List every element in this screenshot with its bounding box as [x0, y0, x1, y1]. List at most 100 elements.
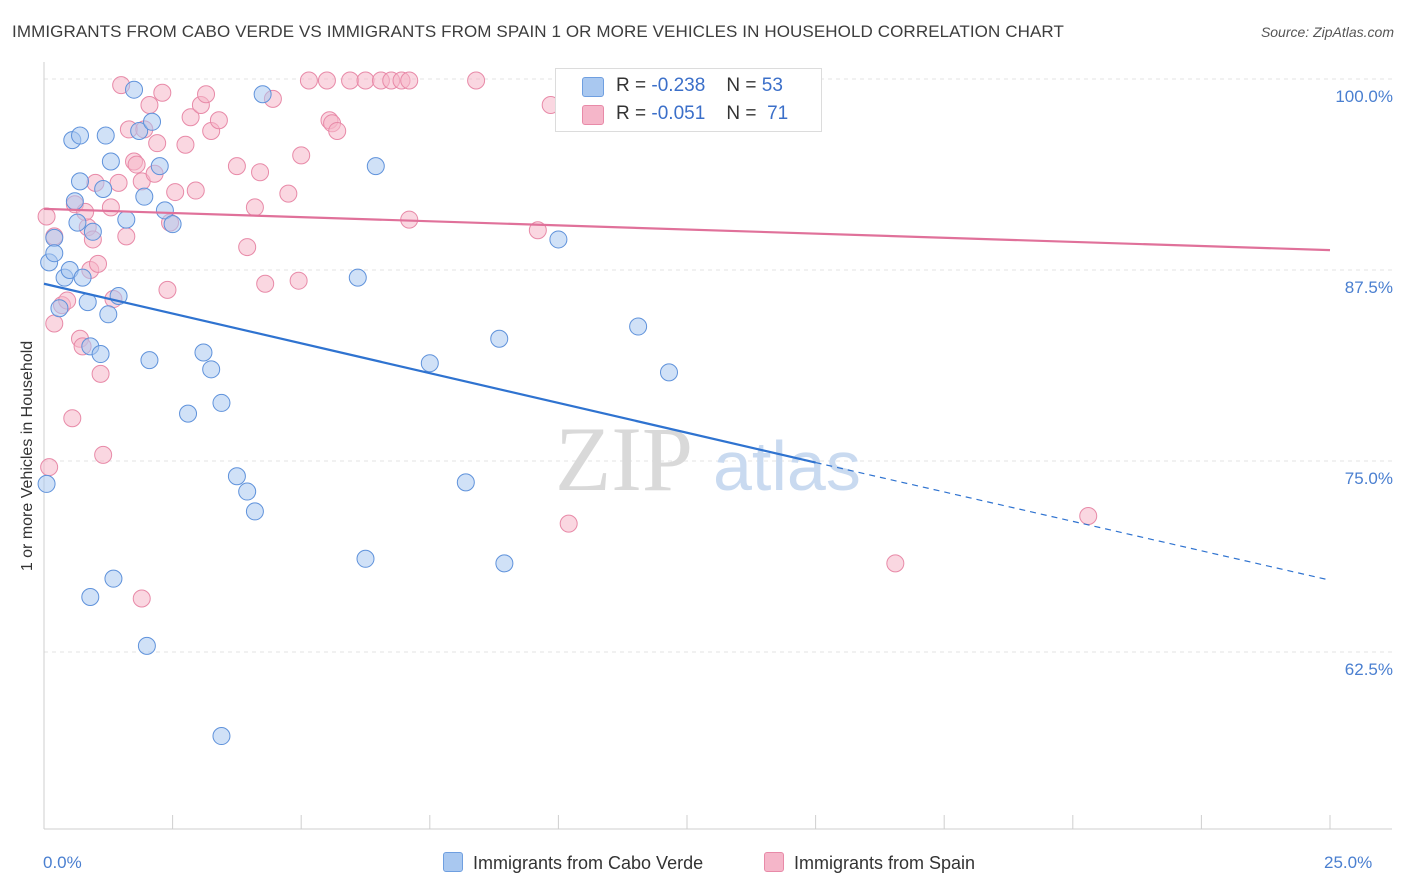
y-tick-label: 87.5% — [1344, 278, 1393, 297]
cabo-verde-point — [238, 482, 257, 501]
cabo-verde-point — [71, 172, 90, 191]
spain-point — [251, 163, 270, 182]
cabo-verde-point — [490, 329, 509, 348]
cabo-verde-point — [68, 213, 87, 232]
spain-point — [227, 157, 246, 176]
y-tick-label: 62.5% — [1344, 660, 1393, 679]
cabo-verde-point — [366, 157, 385, 176]
cabo-verde-point — [104, 569, 123, 588]
spain-point — [176, 135, 195, 154]
cabo-verde-point — [143, 112, 162, 131]
spain-point — [132, 589, 151, 608]
spain-point — [94, 445, 113, 464]
cabo-verde-point — [83, 222, 102, 241]
spain-point — [153, 83, 172, 102]
spain-point — [140, 95, 159, 114]
cabo-verde-point — [212, 393, 231, 412]
correlation-stats-box: R = -0.238 N = 53 R = -0.051 N = 71 — [555, 68, 822, 132]
spain-point — [559, 514, 578, 533]
stats-n-label: N = — [726, 75, 757, 96]
spain-point — [467, 71, 486, 90]
cabo-verde-point — [253, 85, 272, 104]
spain-point — [299, 71, 318, 90]
spain-point — [400, 71, 419, 90]
cabo-verde-point — [212, 727, 231, 746]
y-tick-label: 75.0% — [1344, 469, 1393, 488]
cabo-verde-point — [245, 502, 264, 521]
cabo-verde-point — [96, 126, 115, 145]
stats-r-value: -0.238 — [651, 75, 706, 96]
cabo-verde-point — [202, 360, 221, 379]
spain-point — [279, 184, 298, 203]
series-cabo-verde-points — [37, 80, 678, 746]
cabo-verde-point — [117, 210, 136, 229]
spain-point — [63, 409, 82, 428]
y-tick-label: 100.0% — [1335, 87, 1393, 106]
cabo-verde-point — [629, 317, 648, 336]
cabo-verde-point — [150, 157, 169, 176]
cabo-verde-point — [73, 268, 92, 287]
spain-point — [89, 254, 108, 273]
spain-point — [197, 85, 216, 104]
cabo-verde-point — [130, 121, 149, 140]
cabo-verde-point — [495, 554, 514, 573]
watermark-zip: ZIP — [555, 408, 693, 510]
stats-swatch-spain — [582, 105, 604, 125]
cabo-verde-point — [456, 473, 475, 492]
spain-point — [356, 71, 375, 90]
watermark: ZIP atlas — [555, 408, 861, 510]
spain-point — [245, 198, 264, 217]
spain-point — [317, 71, 336, 90]
legend-item-spain[interactable]: Immigrants from Spain — [764, 852, 975, 874]
source-credit: Source: ZipAtlas.com — [1260, 24, 1394, 40]
spain-point — [166, 183, 185, 202]
cabo-verde-point — [45, 228, 64, 247]
spain-point — [109, 173, 128, 192]
cabo-verde-point — [659, 363, 678, 382]
cabo-verde-point — [163, 215, 182, 234]
cabo-verde-point — [549, 230, 568, 249]
series-spain-points — [37, 71, 1098, 608]
cabo-verde-point — [45, 244, 64, 263]
cabo-verde-point — [348, 268, 367, 287]
cabo-verde-point — [179, 404, 198, 423]
spain-point — [328, 121, 347, 140]
x-tick-label-min: 0.0% — [43, 853, 82, 872]
cabo-verde-point — [101, 152, 120, 171]
stats-r-label: R = — [616, 75, 647, 96]
spain-point — [127, 155, 146, 174]
stats-n-value: 71 — [767, 103, 789, 124]
legend-item-cabo-verde[interactable]: Immigrants from Cabo Verde — [443, 852, 703, 874]
trendline-cabo-verde — [43, 282, 816, 464]
legend-label-cabo-verde: Immigrants from Cabo Verde — [473, 853, 704, 873]
cabo-verde-point — [94, 180, 113, 199]
spain-point — [238, 238, 257, 257]
cabo-verde-point — [125, 80, 144, 99]
cabo-verde-point — [356, 549, 375, 568]
cabo-verde-point — [71, 126, 90, 145]
stats-swatch-cabo-verde — [582, 77, 604, 97]
cabo-verde-point — [50, 299, 69, 318]
cabo-verde-point — [155, 201, 174, 220]
x-tick-label-max: 25.0% — [1324, 853, 1373, 872]
spain-point — [528, 221, 547, 240]
spain-point — [158, 280, 177, 299]
legend-swatch-spain — [764, 852, 784, 872]
spain-point — [101, 198, 120, 217]
stats-n-label: N = — [726, 103, 757, 124]
cabo-verde-point — [65, 192, 84, 211]
cabo-verde-point — [81, 587, 100, 606]
cabo-verde-point — [140, 351, 159, 370]
spain-point — [886, 554, 905, 573]
cabo-verde-point — [227, 467, 246, 486]
spain-point — [148, 134, 167, 153]
spain-point — [37, 207, 56, 226]
spain-point — [186, 181, 205, 200]
spain-point — [1079, 507, 1098, 526]
spain-point — [181, 108, 200, 127]
cabo-verde-point — [420, 354, 439, 373]
spain-point — [117, 227, 136, 246]
axes — [43, 62, 1392, 830]
cabo-verde-point — [194, 343, 213, 362]
